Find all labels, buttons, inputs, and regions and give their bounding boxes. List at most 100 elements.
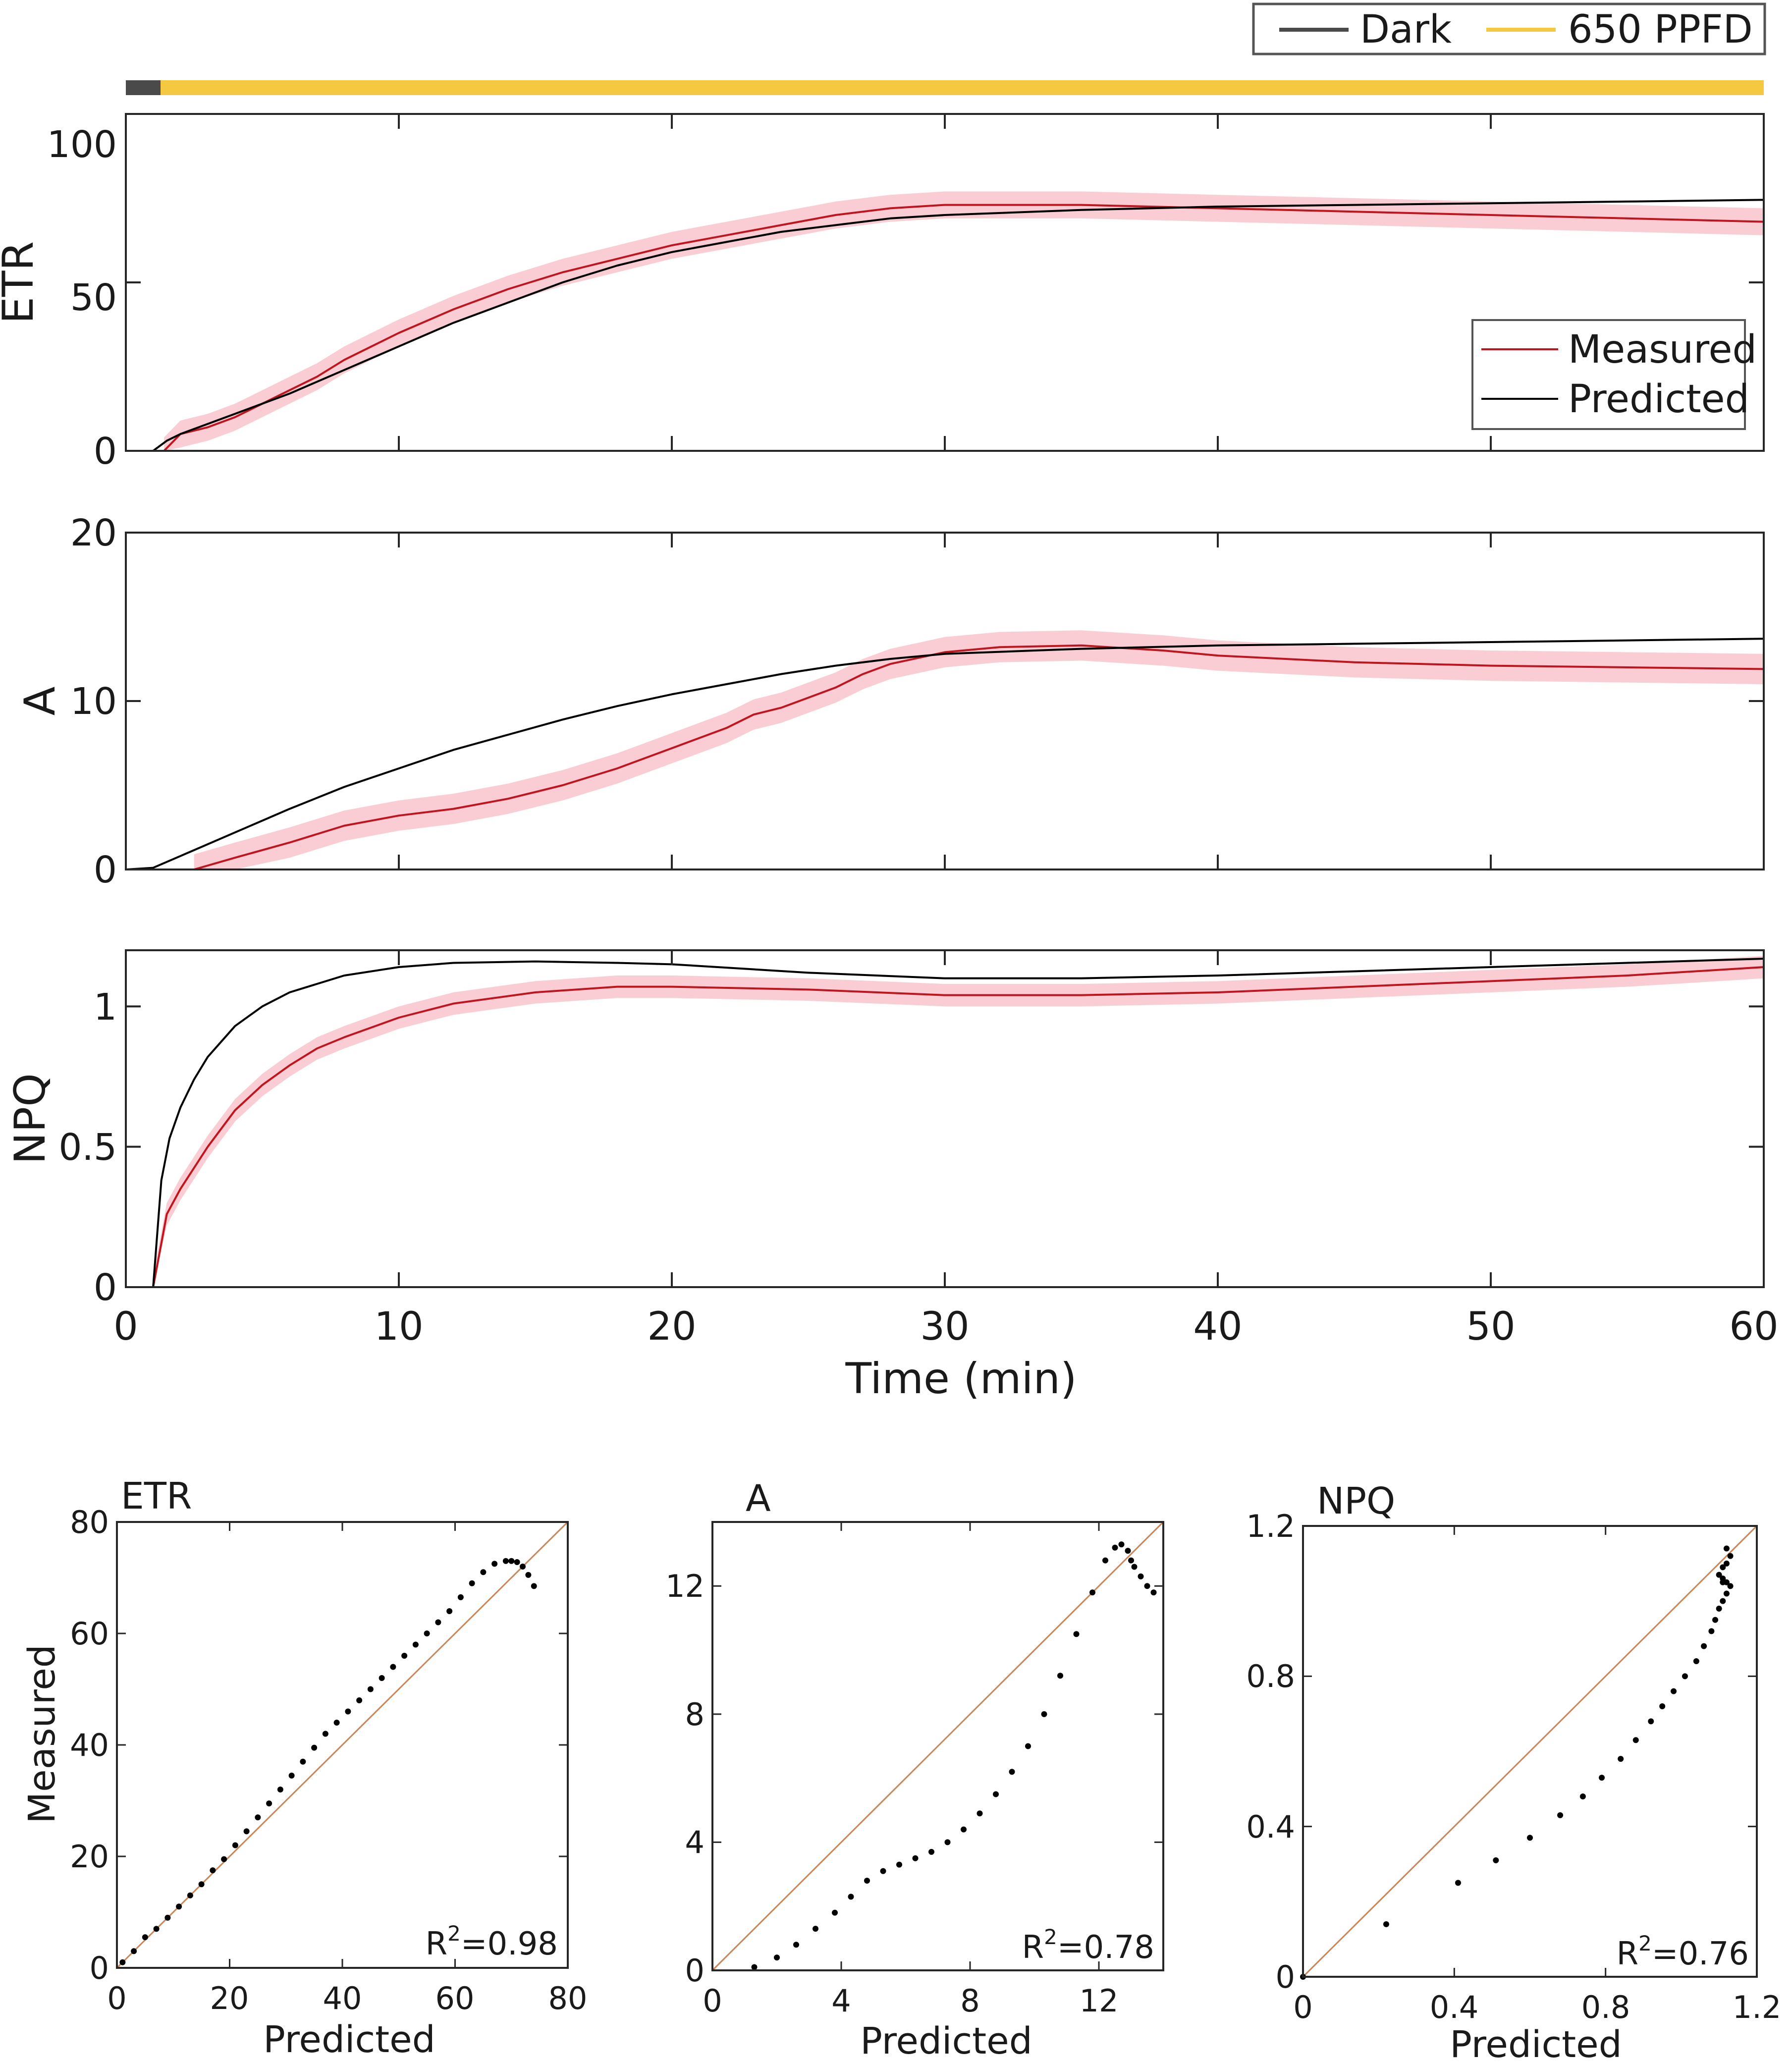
a-scatter-point	[1073, 1631, 1080, 1637]
npq-scatter-point	[1720, 1598, 1726, 1604]
a-scatter-ytick-4: 4	[685, 1824, 705, 1860]
dark-period-bar	[126, 80, 161, 95]
a-time-tick-0: 0	[94, 849, 117, 891]
etr-scatter-ytick-40: 40	[70, 1727, 109, 1763]
a-scatter-point	[1041, 1711, 1047, 1717]
npq-scatter-point	[1579, 1793, 1586, 1799]
npq-time-measured-line	[152, 966, 1764, 1288]
npq-scatter-point	[1723, 1560, 1730, 1567]
npq-scatter-point	[1632, 1737, 1639, 1743]
npq-scatter-identity-line	[1302, 1525, 1758, 1978]
x-tick-40: 40	[1193, 1304, 1242, 1349]
time-xlabel: Time (min)	[845, 1354, 1077, 1404]
a-scatter-point	[832, 1909, 838, 1916]
a-scatter-point	[864, 1878, 870, 1884]
npq-time-measured-band	[153, 956, 1764, 1287]
npq-scatter-point	[1693, 1658, 1699, 1664]
etr-time-ticks	[125, 113, 1765, 452]
etr-scatter-ytick-80: 80	[70, 1504, 109, 1540]
npq-time-tick-05: 0.5	[58, 1126, 117, 1169]
npq-scatter-xtick-0: 0	[1293, 1989, 1312, 2025]
etr-scatter-point	[232, 1842, 238, 1848]
etr-time-ylabel: ETR	[0, 241, 43, 324]
etr-scatter-xtick-40: 40	[323, 1980, 362, 2016]
npq-scatter-point	[1701, 1643, 1707, 1649]
npq-scatter-point	[1723, 1590, 1730, 1597]
etr-scatter-point	[424, 1630, 430, 1636]
etr-scatter-ylabel: Measured	[21, 1644, 63, 1823]
npq-time-band	[153, 956, 1764, 1287]
a-scatter-point	[1144, 1583, 1150, 1589]
a-scatter-point	[774, 1954, 780, 1961]
a-time-ylabel: A	[15, 686, 65, 715]
etr-scatter-point	[300, 1758, 306, 1765]
a-scatter-point	[1057, 1673, 1063, 1679]
legend-light-label: 650 PPFD	[1568, 7, 1753, 52]
a-scatter-point	[751, 1964, 758, 1970]
etr-scatter-point	[333, 1720, 340, 1726]
etr-scatter-point	[119, 1959, 126, 1965]
a-scatter-panel: A 0 4 8 12 0 4 8 12 Predicted R2=0.78	[665, 1477, 1164, 2062]
etr-scatter-point	[401, 1653, 408, 1659]
etr-scatter-point	[446, 1608, 453, 1614]
etr-scatter-point	[322, 1731, 328, 1737]
etr-scatter-point	[210, 1867, 216, 1874]
a-scatter-xtick-8: 8	[960, 1983, 979, 2019]
npq-time-ylabel: NPQ	[5, 1073, 55, 1164]
etr-scatter-points	[119, 1558, 537, 1965]
etr-scatter-ticks	[116, 1521, 569, 1969]
a-scatter-xlabel: Predicted	[860, 2020, 1032, 2062]
a-scatter-point	[993, 1791, 999, 1797]
etr-time-panel: 0 50 100 ETR Measured Predicted	[0, 113, 1765, 473]
a-scatter-ytick-0: 0	[685, 1953, 705, 1989]
npq-scatter-point	[1671, 1688, 1677, 1694]
etr-scatter-ytick-60: 60	[70, 1616, 109, 1652]
a-scatter-point	[793, 1942, 799, 1948]
x-tick-60: 60	[1729, 1304, 1778, 1349]
etr-scatter-point	[266, 1800, 272, 1807]
a-scatter-point	[1125, 1548, 1131, 1554]
a-scatter-points	[751, 1541, 1157, 1970]
etr-scatter-xtick-80: 80	[548, 1980, 588, 2016]
etr-scatter-xtick-0: 0	[107, 1980, 126, 2016]
etr-scatter-identity	[116, 1521, 569, 1969]
a-scatter-ytick-12: 12	[665, 1568, 705, 1604]
npq-scatter-point	[1493, 1857, 1499, 1863]
a-scatter-xtick-4: 4	[831, 1983, 851, 2019]
series-legend-box	[1471, 319, 1746, 430]
x-tick-20: 20	[647, 1304, 696, 1349]
a-time-predicted-line	[125, 638, 1764, 870]
npq-scatter-point	[1682, 1673, 1688, 1680]
a-scatter-axes-box	[711, 1521, 1164, 1971]
etr-scatter-point	[356, 1697, 363, 1703]
etr-scatter-title: ETR	[121, 1475, 192, 1518]
npq-time-predicted-line	[152, 958, 1764, 1288]
npq-scatter-point	[1527, 1835, 1533, 1841]
a-scatter-identity-line	[711, 1521, 1164, 1971]
a-time-lines	[125, 638, 1764, 870]
npq-scatter-points	[1300, 1545, 1734, 1980]
a-scatter-point	[1009, 1769, 1015, 1775]
a-time-band	[194, 630, 1764, 869]
npq-scatter-xtick-08: 0.8	[1581, 1989, 1630, 2025]
etr-scatter-xtick-20: 20	[210, 1980, 249, 2016]
a-scatter-ytick-8: 8	[685, 1696, 705, 1733]
etr-scatter-point	[221, 1856, 227, 1862]
etr-scatter-point	[525, 1572, 532, 1578]
etr-scatter-point	[480, 1569, 487, 1575]
npq-scatter-point	[1708, 1628, 1715, 1634]
condition-legend: Dark 650 PPFD	[1252, 2, 1766, 55]
a-time-tick-10: 10	[70, 680, 117, 723]
a-scatter-point	[928, 1848, 934, 1855]
legend-measured-label: Measured	[1568, 327, 1757, 372]
npq-scatter-xtick-04: 0.4	[1430, 1989, 1479, 2025]
npq-time-panel: 0 0.5 1 NPQ 0 10 20 30 40 50 60 Time (mi…	[5, 949, 1779, 1404]
a-scatter-point	[977, 1810, 983, 1817]
etr-scatter-point	[311, 1744, 318, 1751]
etr-scatter-ytick-20: 20	[70, 1839, 109, 1875]
etr-time-lines	[152, 199, 1764, 452]
a-scatter-point	[1131, 1564, 1138, 1570]
a-scatter-point	[896, 1861, 902, 1868]
etr-scatter-point	[379, 1675, 385, 1681]
etr-time-predicted-line	[152, 199, 1764, 452]
